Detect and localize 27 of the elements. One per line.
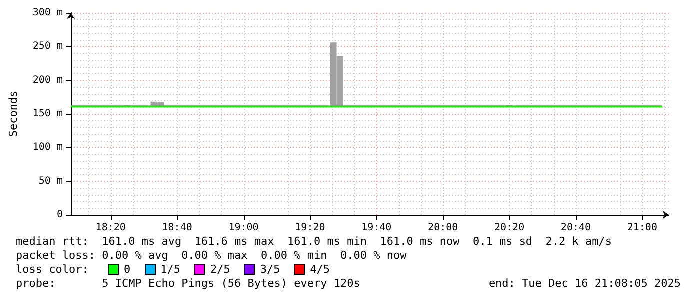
x-tick-label: 20:00 <box>428 222 458 234</box>
text: 2/5 <box>210 263 230 276</box>
x-tick-label: 20:40 <box>560 222 592 234</box>
text: loss color: <box>16 263 89 276</box>
text: probe: 5 ICMP Echo Pings (56 Bytes) every 120s <box>16 277 360 290</box>
x-tick-label: 19:40 <box>362 222 392 234</box>
text: 4/5 <box>310 263 330 276</box>
text: 3/5 <box>260 263 280 276</box>
y-tick-label: 300 m <box>32 8 63 18</box>
x-tick-label: 18:20 <box>96 222 126 234</box>
text: packet loss: 0.00 % avg 0.00 % max 0.00 % min 0.00 % now <box>16 249 407 262</box>
text: 1/5 <box>160 263 180 276</box>
text: end: Tue Dec 16 21:08:05 2025 <box>488 277 681 290</box>
y-tick-label: 150 m <box>32 108 63 120</box>
x-tick-label: 19:20 <box>295 222 326 234</box>
text: 0 <box>124 263 131 276</box>
text: median rtt: 161.0 ms avg 161.6 ms max 161.0 ms min 161.0 ms now 0.1 ms sd 2.2 k am/s <box>16 235 612 248</box>
y-axis-title: Seconds <box>7 90 20 138</box>
x-tick-label: 20:20 <box>494 222 525 234</box>
y-tick-label: 0 <box>56 210 63 220</box>
x-tick-label: 18:40 <box>162 222 192 234</box>
y-tick-label: 200 m <box>32 74 63 86</box>
x-tick-label: 21:00 <box>627 222 658 234</box>
y-tick-label: 100 m <box>32 142 63 154</box>
y-tick-label: 50 m <box>38 176 63 187</box>
y-tick-label: 250 m <box>32 41 63 52</box>
x-tick-label: 19:00 <box>228 222 259 234</box>
